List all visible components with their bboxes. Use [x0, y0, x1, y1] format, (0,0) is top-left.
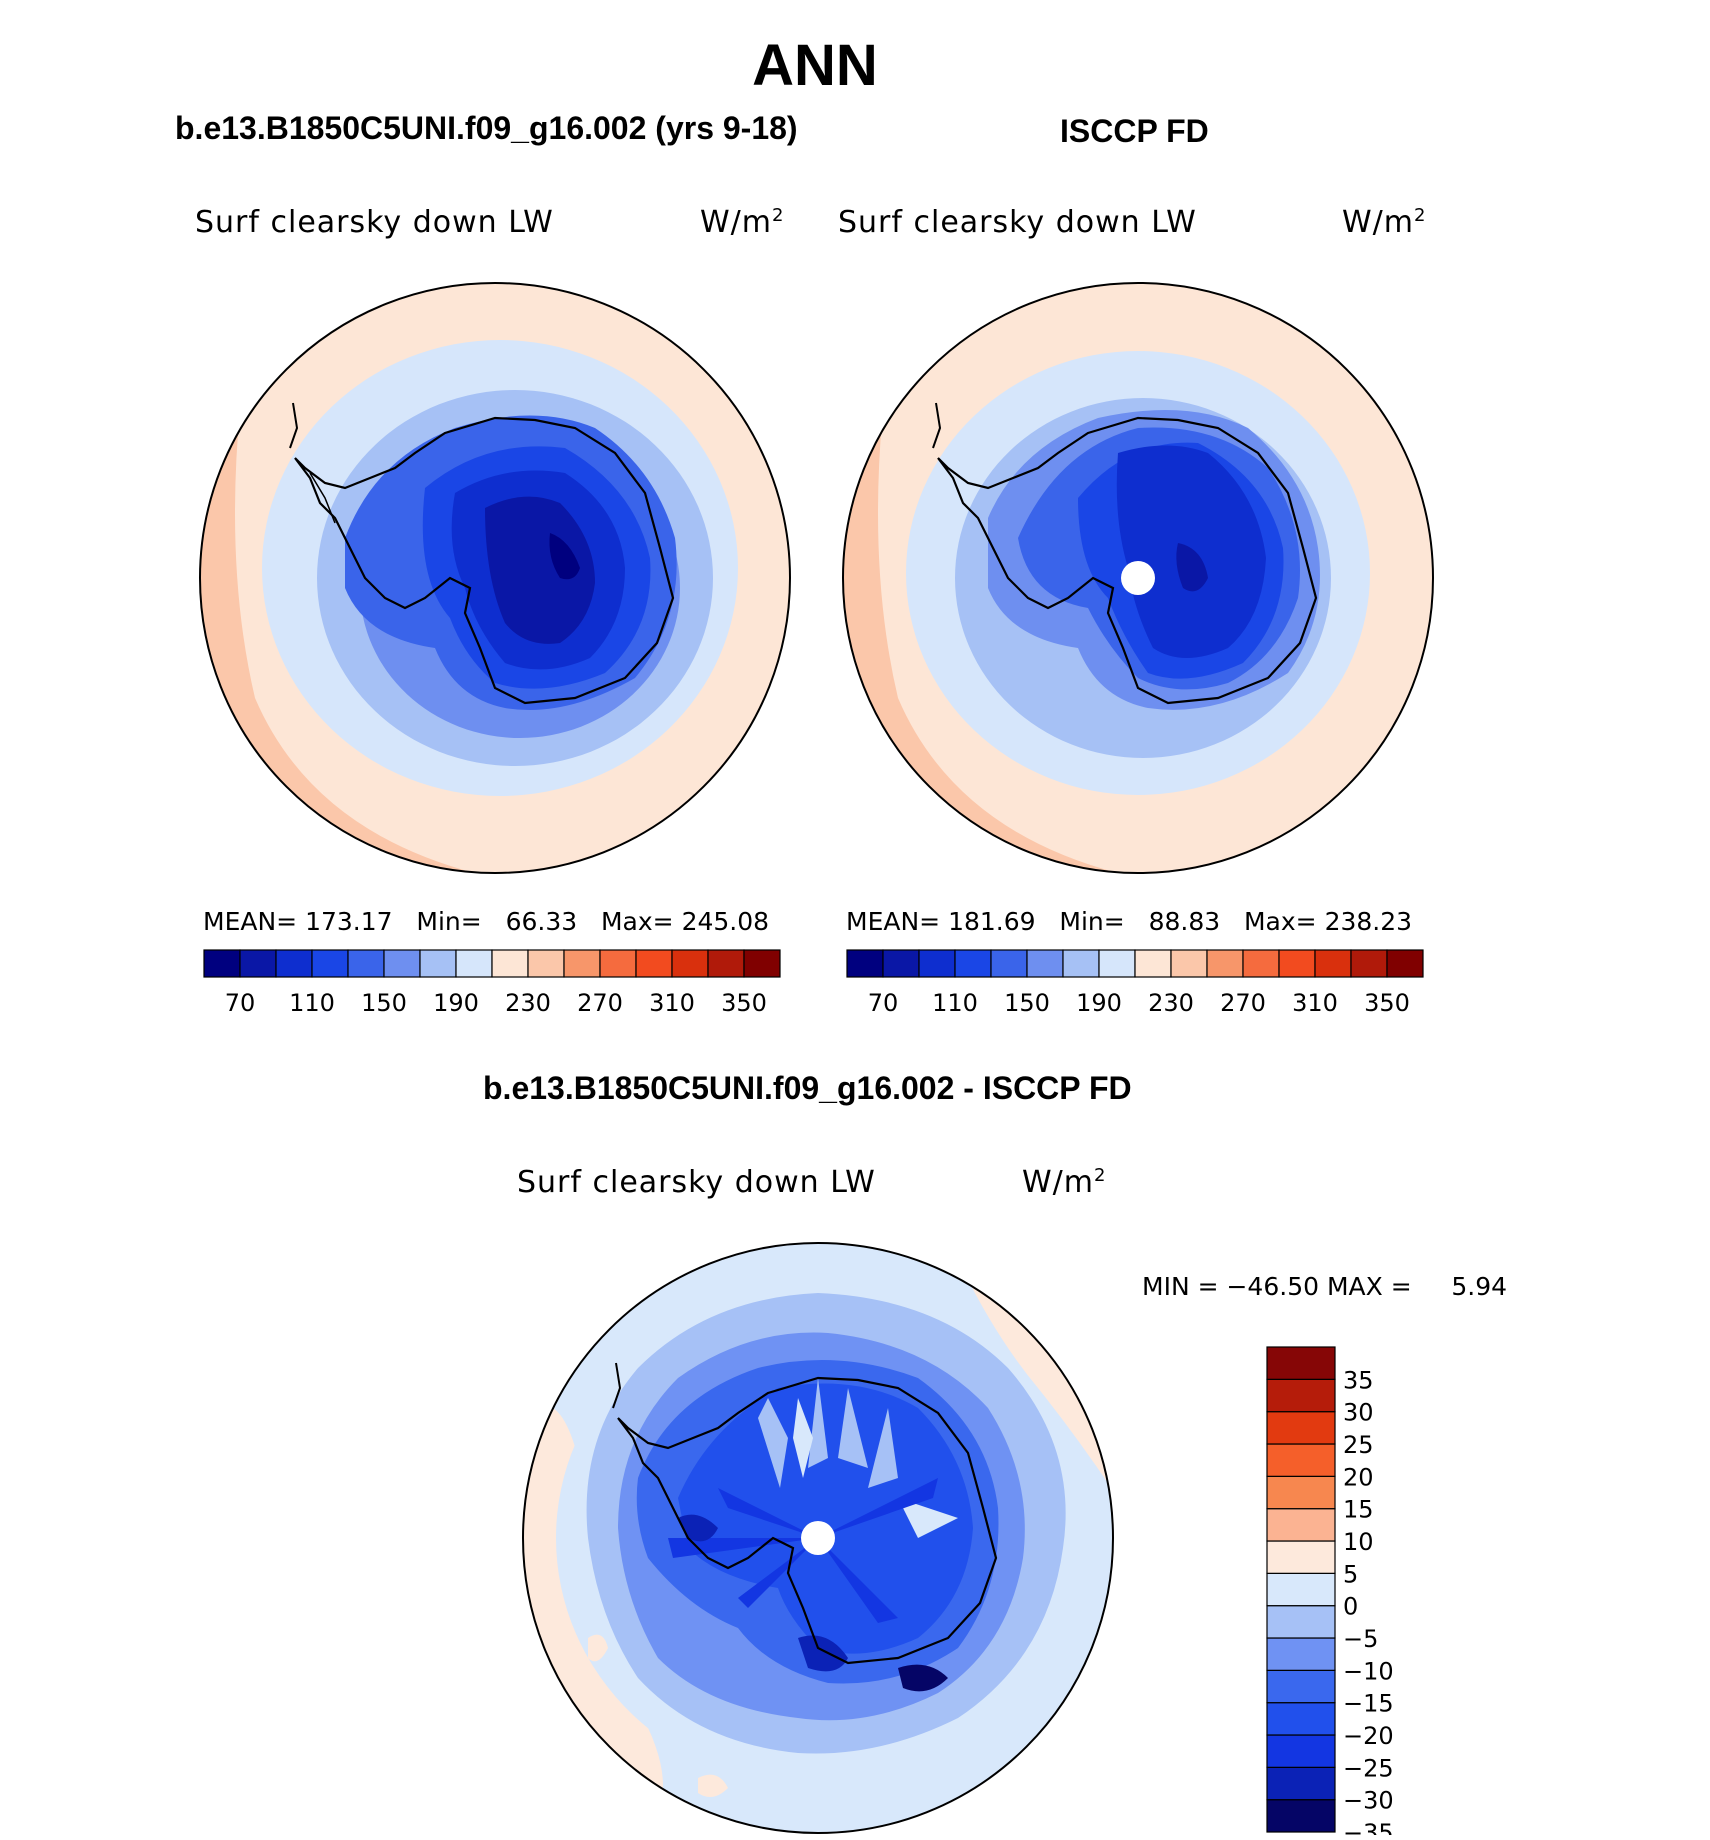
colorbar-box: [275, 949, 313, 978]
colorbar-panel-3: 35 30 25 20 15 10 5 0 −5 −10 −15 −20 −25 −30 −35: [1266, 1346, 1394, 1835]
colorbar-tick-label: 310: [649, 989, 695, 1017]
colorbar-box: [1098, 949, 1136, 978]
colorbar-tick-label: −25: [1343, 1754, 1394, 1782]
colorbar-box: [1266, 1605, 1336, 1639]
colorbar-box: [1266, 1669, 1336, 1704]
main-title: ANN: [752, 33, 878, 98]
panel-1-stats: MEAN= 173.17 Min= 66.33 Max= 245.08: [203, 907, 770, 936]
colorbar-tick-label: 0: [1343, 1593, 1358, 1621]
panel-1-title: b.e13.B1850C5UNI.f09_g16.002 (yrs 9-18): [175, 110, 798, 146]
colorbar-box: [527, 949, 565, 978]
panel-3-units: W/m2: [1022, 1165, 1107, 1200]
panel-3-title: b.e13.B1850C5UNI.f09_g16.002 - ISCCP FD: [483, 1070, 1132, 1106]
colorbar-box: [1266, 1475, 1336, 1510]
colorbar-box: [1266, 1572, 1336, 1607]
colorbar-box: [203, 949, 241, 978]
panel-3-variable: Surf clearsky down LW: [517, 1165, 876, 1200]
colorbar-box: [635, 949, 673, 978]
colorbar-box: [1278, 949, 1316, 978]
map-panel-1: [199, 282, 791, 874]
colorbar-tick-label: 350: [721, 989, 767, 1017]
colorbar-box: [954, 949, 992, 978]
colorbar-tick-label: 110: [289, 989, 335, 1017]
colorbar-box: [1266, 1508, 1336, 1542]
panel-2-variable: Surf clearsky down LW: [838, 205, 1197, 240]
colorbar-box: [1266, 1799, 1336, 1833]
colorbar-box: [990, 949, 1028, 978]
colorbar-tick-label: 10: [1343, 1528, 1374, 1556]
colorbar-box: [1266, 1702, 1336, 1736]
colorbar-tick-label: 230: [1148, 989, 1194, 1017]
colorbar-box: [707, 949, 745, 978]
colorbar-tick-label: 270: [577, 989, 623, 1017]
colorbar-tick-label: 70: [868, 989, 899, 1017]
colorbar-tick-label: −30: [1343, 1787, 1394, 1815]
panel-3-stats: MIN = −46.50 MAX = 5.94: [1142, 1272, 1508, 1301]
colorbar-box: [1350, 949, 1388, 978]
colorbar-tick-label: 190: [1076, 989, 1122, 1017]
panel-1-variable: Surf clearsky down LW: [195, 205, 554, 240]
colorbar-tick-label: 150: [361, 989, 407, 1017]
colorbar-tick-label: 25: [1343, 1431, 1374, 1459]
colorbar-box: [1170, 949, 1208, 978]
colorbar-tick-label: −20: [1343, 1722, 1394, 1750]
colorbar-box: [1314, 949, 1352, 978]
colorbar-tick-label: 5: [1343, 1560, 1358, 1588]
colorbar-tick-label: 310: [1292, 989, 1338, 1017]
colorbar-box: [1266, 1378, 1336, 1413]
panel-2-title: ISCCP FD: [1060, 113, 1209, 149]
colorbar-box: [1266, 1540, 1336, 1574]
colorbar-tick-label: −35: [1343, 1819, 1394, 1835]
colorbar-box: [846, 949, 884, 978]
colorbar-box: [1266, 1411, 1336, 1445]
colorbar-tick-label: 190: [433, 989, 479, 1017]
colorbar-box: [347, 949, 385, 978]
colorbar-box: [1386, 949, 1424, 978]
colorbar-box: [419, 949, 457, 978]
colorbar-tick-label: 20: [1343, 1463, 1374, 1491]
colorbar-tick-label: 230: [505, 989, 551, 1017]
colorbar-tick-label: −5: [1343, 1625, 1378, 1653]
colorbar-tick-label: 70: [225, 989, 256, 1017]
panel-2-stats: MEAN= 181.69 Min= 88.83 Max= 238.23: [846, 907, 1413, 936]
colorbar-box: [1266, 1734, 1336, 1768]
panel-1-units: W/m2: [700, 205, 785, 240]
colorbar-box: [1062, 949, 1100, 978]
colorbar-tick-label: −15: [1343, 1690, 1394, 1718]
colorbar-box: [1266, 1346, 1336, 1380]
colorbar-tick-label: 30: [1343, 1399, 1374, 1427]
colorbar-box: [563, 949, 601, 978]
colorbar-box: [882, 949, 920, 978]
colorbar-box: [455, 949, 493, 978]
colorbar-box: [1206, 949, 1244, 978]
colorbar-box: [1242, 949, 1280, 978]
colorbar-box: [1266, 1637, 1336, 1671]
colorbar-panel-2: 70 110 150 190 230 270 310 350: [846, 949, 1424, 1017]
colorbar-tick-label: 150: [1004, 989, 1050, 1017]
colorbar-box: [1134, 949, 1172, 978]
colorbar-tick-label: 350: [1364, 989, 1410, 1017]
colorbar-box: [491, 949, 529, 978]
colorbar-box: [918, 949, 956, 978]
colorbar-box: [743, 949, 781, 978]
map-panel-2: [842, 282, 1434, 874]
colorbar-box: [239, 949, 277, 978]
map-panel-3: [522, 1242, 1114, 1834]
colorbar-tick-label: 35: [1343, 1366, 1374, 1394]
colorbar-box: [671, 949, 709, 978]
colorbar-box: [383, 949, 421, 978]
colorbar-box: [599, 949, 637, 978]
colorbar-tick-label: 270: [1220, 989, 1266, 1017]
panel-2-units: W/m2: [1342, 205, 1427, 240]
colorbar-box: [311, 949, 349, 978]
colorbar-tick-label: 15: [1343, 1496, 1374, 1524]
colorbar-box: [1266, 1766, 1336, 1801]
colorbar-tick-label: −10: [1343, 1657, 1394, 1685]
colorbar-tick-label: 110: [932, 989, 978, 1017]
colorbar-box: [1026, 949, 1064, 978]
colorbar-panel-1: 70 110 150 190 230 270 310 350: [203, 949, 781, 1017]
colorbar-box: [1266, 1443, 1336, 1477]
